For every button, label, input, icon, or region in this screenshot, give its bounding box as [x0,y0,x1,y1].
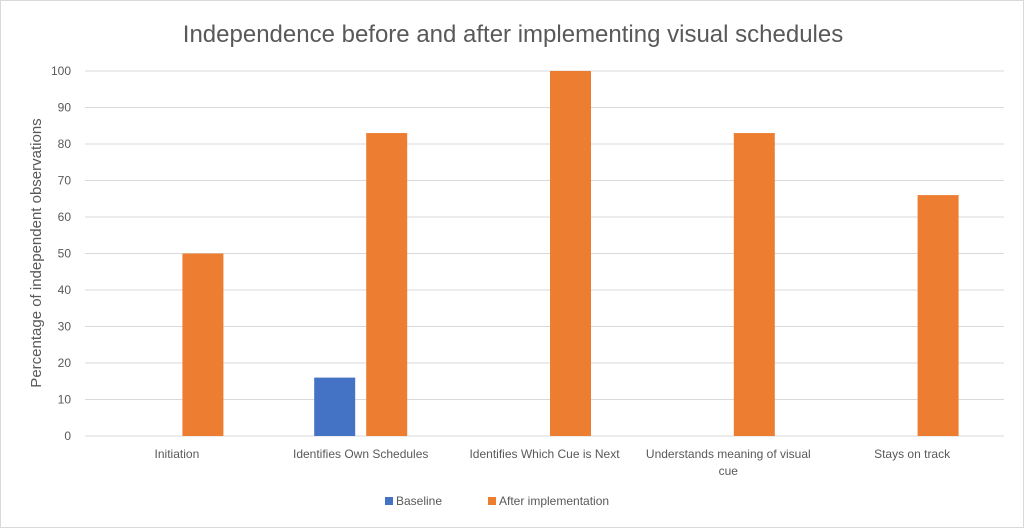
y-tick-label: 40 [58,283,72,297]
bar-after-implementation [733,133,775,437]
y-tick-label: 100 [51,64,71,78]
y-tick-label: 30 [58,320,72,334]
x-axis-ticks: Initiation Identifies Own Schedules Identi… [155,447,952,478]
bar-after-implementation [366,133,408,437]
legend-label-after-implementation: After implementation [499,494,609,508]
gridlines [85,70,1004,437]
chart-title: Independence before and after implementi… [183,21,843,48]
y-tick-label: 10 [58,393,72,407]
y-tick-label: 60 [58,210,72,224]
bars [182,71,959,437]
y-axis-ticks: 0 10 20 30 40 50 60 70 80 90 100 [51,64,71,443]
legend-label-baseline: Baseline [396,494,442,508]
legend: Baseline After implementation [385,494,609,508]
legend-swatch-baseline [385,497,393,505]
y-tick-label: 50 [58,247,72,261]
x-tick-label: cue [719,464,739,478]
y-tick-label: 0 [64,429,71,443]
y-tick-label: 70 [58,174,72,188]
x-tick-label: Identifies Own Schedules [293,447,428,461]
bar-after-implementation [917,195,959,436]
x-tick-label: Initiation [155,447,200,461]
y-tick-label: 80 [58,137,72,151]
y-axis-title: Percentage of independent observations [28,118,45,387]
x-tick-label: Understands meaning of visual [646,447,811,461]
legend-swatch-after-implementation [488,497,496,505]
y-tick-label: 20 [58,356,72,370]
x-tick-label: Stays on track [874,447,951,461]
x-tick-label: Identifies Which Cue is Next [469,447,620,461]
bar-baseline [314,377,356,436]
y-tick-label: 90 [58,101,72,115]
bar-after-implementation [550,71,591,436]
bar-after-implementation [182,253,224,436]
